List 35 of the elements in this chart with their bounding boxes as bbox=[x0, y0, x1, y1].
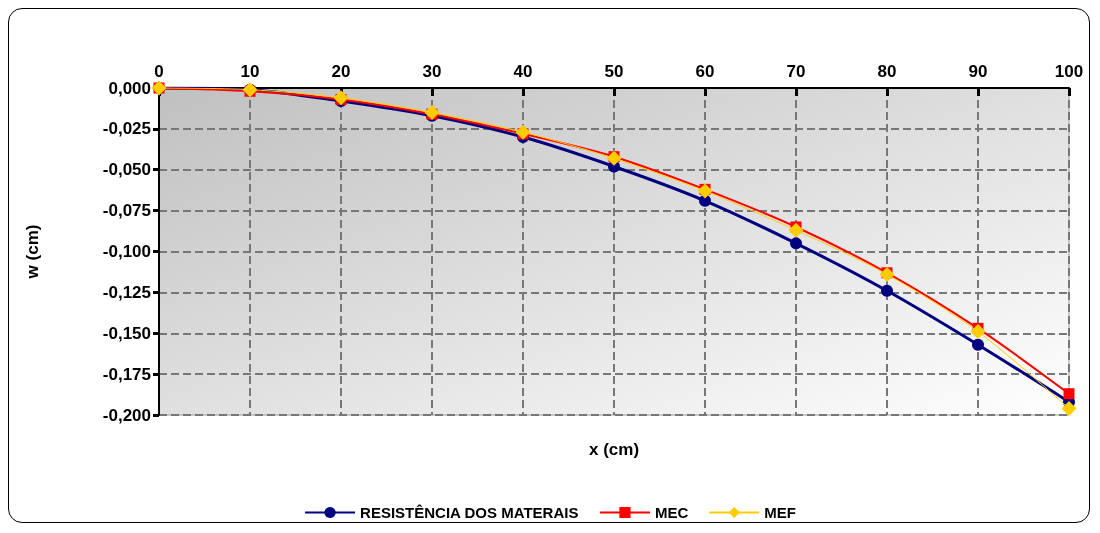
y-tick-label: -0,050 bbox=[102, 160, 151, 180]
point bbox=[699, 194, 711, 207]
x-tick-label: 100 bbox=[1054, 62, 1084, 81]
x-tick-label: 20 bbox=[331, 62, 351, 81]
point bbox=[788, 222, 804, 238]
legend-label: RESISTÊNCIA DOS MATERAIS bbox=[360, 504, 579, 521]
y-tick-label: -0,200 bbox=[102, 405, 151, 425]
x-axis-title: x (cm) bbox=[588, 440, 640, 459]
y-tick-label: -0,100 bbox=[102, 242, 151, 261]
y-tick-label: 0,000 bbox=[108, 78, 151, 98]
y-tick-label: -0,175 bbox=[102, 364, 151, 384]
x-tick-label: 80 bbox=[877, 62, 897, 81]
x-tick-label: 30 bbox=[422, 62, 442, 81]
point bbox=[970, 324, 986, 340]
legend-label: MEF bbox=[764, 504, 796, 521]
y-axis-title: w (cm) bbox=[23, 224, 42, 280]
y-tick-label: -0,075 bbox=[102, 201, 151, 221]
x-tick-label: 60 bbox=[695, 62, 715, 81]
y-tick-label: -0,150 bbox=[102, 323, 151, 343]
point bbox=[1061, 400, 1077, 416]
point bbox=[515, 124, 531, 140]
y-tick-label: -0,125 bbox=[102, 282, 151, 302]
point bbox=[972, 338, 984, 351]
y-tick-label: -0,025 bbox=[102, 119, 151, 139]
x-tick-label: 50 bbox=[604, 62, 624, 81]
legend-label: MEC bbox=[654, 504, 689, 521]
point bbox=[697, 183, 713, 199]
x-tick-label: 10 bbox=[240, 62, 260, 81]
point bbox=[790, 237, 802, 250]
x-tick-label: 40 bbox=[513, 62, 533, 81]
x-tick-label: 70 bbox=[786, 62, 806, 81]
point bbox=[1063, 388, 1075, 400]
x-tick-label: 90 bbox=[968, 62, 988, 81]
point bbox=[881, 284, 893, 297]
x-tick-label: 0 bbox=[154, 62, 164, 81]
